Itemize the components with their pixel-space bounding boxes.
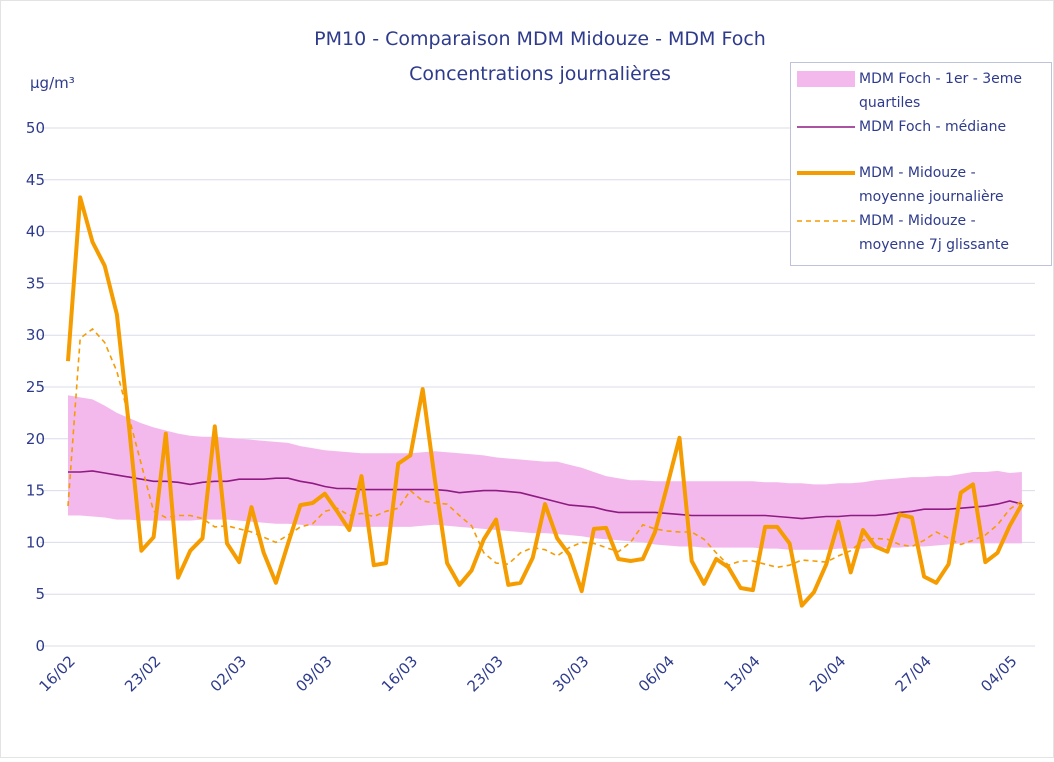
legend-swatch — [797, 220, 855, 222]
y-axis-label: µg/m³ — [30, 74, 75, 92]
y-tick-label: 20 — [26, 430, 45, 448]
x-tick-label: 16/03 — [378, 652, 421, 695]
x-tick-label: 30/03 — [549, 652, 592, 695]
x-tick-label: 16/02 — [36, 652, 79, 695]
legend-item: MDM - Midouze - moyenne journalière — [797, 161, 1045, 209]
x-tick-label: 02/03 — [207, 652, 250, 695]
y-tick-label: 45 — [26, 171, 45, 189]
x-tick-label: 13/04 — [720, 652, 763, 695]
y-tick-label: 5 — [35, 585, 45, 603]
legend-swatch — [797, 126, 855, 128]
y-tick-label: 50 — [26, 119, 45, 137]
legend-item: MDM Foch - médiane — [797, 115, 1045, 139]
y-tick-label: 15 — [26, 482, 45, 500]
legend-label: MDM Foch - 1er - 3eme quartiles — [859, 71, 1023, 111]
x-tick-label: 09/03 — [292, 652, 335, 695]
y-tick-label: 30 — [26, 326, 45, 344]
x-tick-label: 06/04 — [635, 652, 678, 695]
median-line — [68, 470, 1023, 520]
legend-swatch — [797, 71, 855, 87]
legend-item: MDM - Midouze - moyenne 7j glissante — [797, 209, 1045, 257]
legend-item: MDM Foch - 1er - 3eme quartiles — [797, 67, 1045, 115]
y-tick-label: 35 — [26, 274, 45, 292]
x-tick-label: 04/05 — [977, 652, 1020, 695]
legend-swatch — [797, 171, 855, 175]
rolling-line — [67, 327, 1023, 569]
quartile-band — [68, 395, 1022, 550]
x-tick-label: 20/04 — [806, 652, 849, 695]
y-tick-label: 10 — [26, 533, 45, 551]
y-tick-label: 40 — [26, 223, 45, 241]
legend-label: MDM Foch - médiane — [859, 119, 1007, 135]
legend-label: MDM - Midouze - moyenne journalière — [859, 165, 1004, 205]
chart-subtitle: Concentrations journalières — [409, 63, 671, 85]
x-tick-label: 27/04 — [892, 652, 935, 695]
chart-title: PM10 - Comparaison MDM Midouze - MDM Foc… — [314, 28, 766, 50]
legend-label: MDM - Midouze - moyenne 7j glissante — [859, 213, 1009, 253]
y-tick-label: 0 — [35, 637, 45, 655]
x-tick-label: 23/03 — [464, 652, 507, 695]
daily-line — [66, 195, 1024, 608]
legend: MDM Foch - 1er - 3eme quartiles MDM Foch … — [790, 62, 1052, 266]
x-tick-label: 23/02 — [121, 652, 164, 695]
y-tick-label: 25 — [26, 378, 45, 396]
legend-swatch-band — [797, 71, 855, 87]
